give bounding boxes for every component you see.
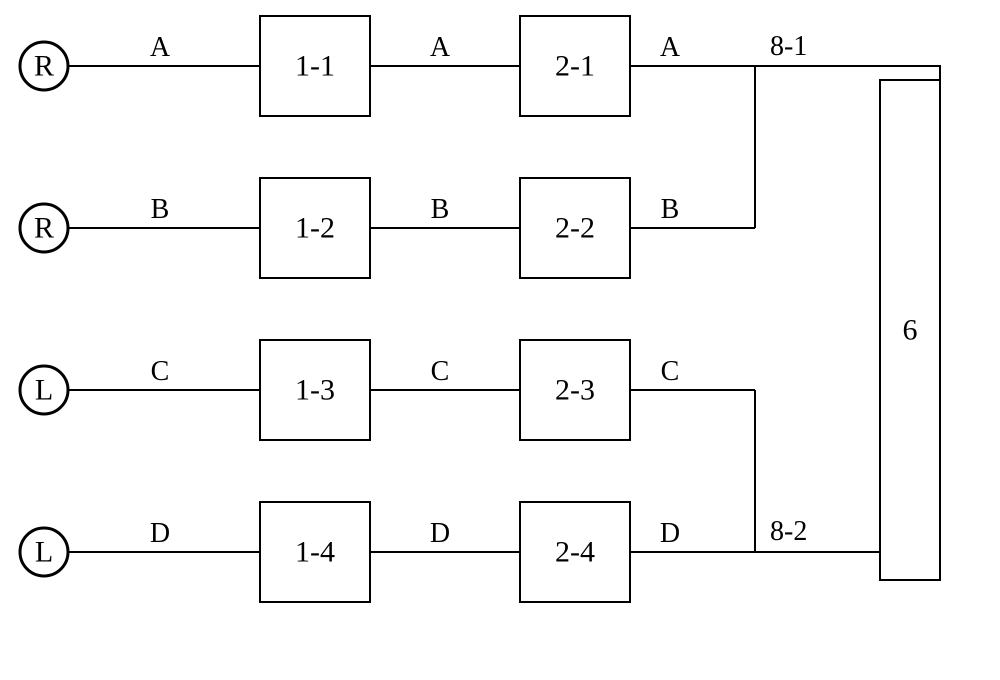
input-circle-label-0: R	[34, 50, 54, 83]
input-circle-label-1: R	[34, 212, 54, 245]
col2-label-0: 2-1	[555, 50, 595, 83]
wire-seg3-label-1: B	[661, 194, 680, 225]
col2-label-3: 2-4	[555, 536, 595, 569]
wire-seg1-label-1: B	[151, 194, 170, 225]
join-top-label: 8-1	[770, 31, 807, 62]
input-circle-label-2: L	[35, 374, 53, 407]
wire-seg1-label-3: D	[150, 518, 170, 549]
wire-seg2-label-3: D	[430, 518, 450, 549]
wire-seg1-label-2: C	[151, 356, 170, 387]
wire-seg3-label-0: A	[660, 32, 681, 63]
col2-label-1: 2-2	[555, 212, 595, 245]
col1-label-1: 1-2	[295, 212, 335, 245]
right-box-label: 6	[903, 314, 918, 347]
join-top-to-right	[755, 66, 940, 80]
wire-seg1-label-0: A	[150, 32, 171, 63]
wire-seg3-label-2: C	[661, 356, 680, 387]
wire-seg2-label-0: A	[430, 32, 451, 63]
col2-label-2: 2-3	[555, 374, 595, 407]
join-bottom-label: 8-2	[770, 516, 807, 547]
input-circle-label-3: L	[35, 536, 53, 569]
wire-seg2-label-2: C	[431, 356, 450, 387]
col1-label-3: 1-4	[295, 536, 335, 569]
col1-label-2: 1-3	[295, 374, 335, 407]
wire-seg2-label-1: B	[431, 194, 450, 225]
wire-seg3-label-3: D	[660, 518, 680, 549]
col1-label-0: 1-1	[295, 50, 335, 83]
